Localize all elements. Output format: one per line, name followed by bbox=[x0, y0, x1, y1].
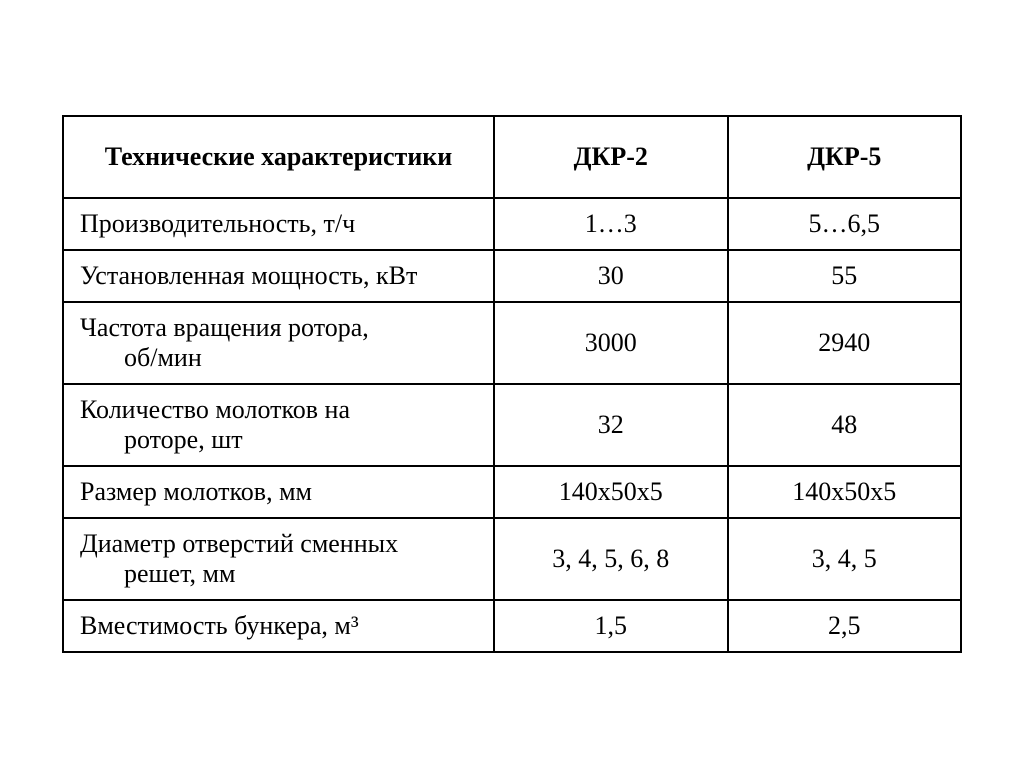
row-value-dkr5: 5…6,5 bbox=[728, 198, 962, 250]
row-value-dkr2: 1…3 bbox=[494, 198, 727, 250]
label-text: Частота вращения ротора, bbox=[80, 313, 369, 342]
row-label: Размер молотков, мм bbox=[63, 466, 494, 518]
row-value-dkr5: 140х50х5 bbox=[728, 466, 962, 518]
label-text: Диаметр отверстий сменных bbox=[80, 529, 398, 558]
label-text: Размер молотков, мм bbox=[80, 477, 312, 506]
row-label: Установленная мощность, кВт bbox=[63, 250, 494, 302]
header-dkr5: ДКР-5 bbox=[728, 116, 962, 198]
table-body: Производительность, т/ч 1…3 5…6,5 Устано… bbox=[63, 198, 961, 652]
row-label: Частота вращения ротора, об/мин bbox=[63, 302, 494, 384]
header-dkr2: ДКР-2 bbox=[494, 116, 727, 198]
table-row: Частота вращения ротора, об/мин 3000 294… bbox=[63, 302, 961, 384]
label-text-wrap: решет, мм bbox=[80, 559, 477, 589]
label-text-wrap: роторе, шт bbox=[80, 425, 477, 455]
row-value-dkr2: 30 bbox=[494, 250, 727, 302]
table-row: Диаметр отверстий сменных решет, мм 3, 4… bbox=[63, 518, 961, 600]
row-label: Производительность, т/ч bbox=[63, 198, 494, 250]
row-value-dkr2: 1,5 bbox=[494, 600, 727, 652]
row-label: Вместимость бункера, м³ bbox=[63, 600, 494, 652]
row-value-dkr5: 48 bbox=[728, 384, 962, 466]
row-value-dkr5: 55 bbox=[728, 250, 962, 302]
label-text: Количество молотков на bbox=[80, 395, 350, 424]
header-label: Технические характеристики bbox=[63, 116, 494, 198]
row-label: Количество молотков на роторе, шт bbox=[63, 384, 494, 466]
row-value-dkr2: 140х50х5 bbox=[494, 466, 727, 518]
label-text: Вместимость бункера, м³ bbox=[80, 611, 359, 640]
spec-table: Технические характеристики ДКР-2 ДКР-5 П… bbox=[62, 115, 962, 653]
row-value-dkr5: 3, 4, 5 bbox=[728, 518, 962, 600]
row-value-dkr5: 2,5 bbox=[728, 600, 962, 652]
header-row: Технические характеристики ДКР-2 ДКР-5 bbox=[63, 116, 961, 198]
row-value-dkr2: 3000 bbox=[494, 302, 727, 384]
table-row: Количество молотков на роторе, шт 32 48 bbox=[63, 384, 961, 466]
table-row: Вместимость бункера, м³ 1,5 2,5 bbox=[63, 600, 961, 652]
table-row: Установленная мощность, кВт 30 55 bbox=[63, 250, 961, 302]
row-value-dkr5: 2940 bbox=[728, 302, 962, 384]
table-row: Производительность, т/ч 1…3 5…6,5 bbox=[63, 198, 961, 250]
table-row: Размер молотков, мм 140х50х5 140х50х5 bbox=[63, 466, 961, 518]
label-text-wrap: об/мин bbox=[80, 343, 477, 373]
row-label: Диаметр отверстий сменных решет, мм bbox=[63, 518, 494, 600]
row-value-dkr2: 3, 4, 5, 6, 8 bbox=[494, 518, 727, 600]
table-header: Технические характеристики ДКР-2 ДКР-5 bbox=[63, 116, 961, 198]
label-text: Установленная мощность, кВт bbox=[80, 261, 417, 290]
label-text: Производительность, т/ч bbox=[80, 209, 355, 238]
row-value-dkr2: 32 bbox=[494, 384, 727, 466]
